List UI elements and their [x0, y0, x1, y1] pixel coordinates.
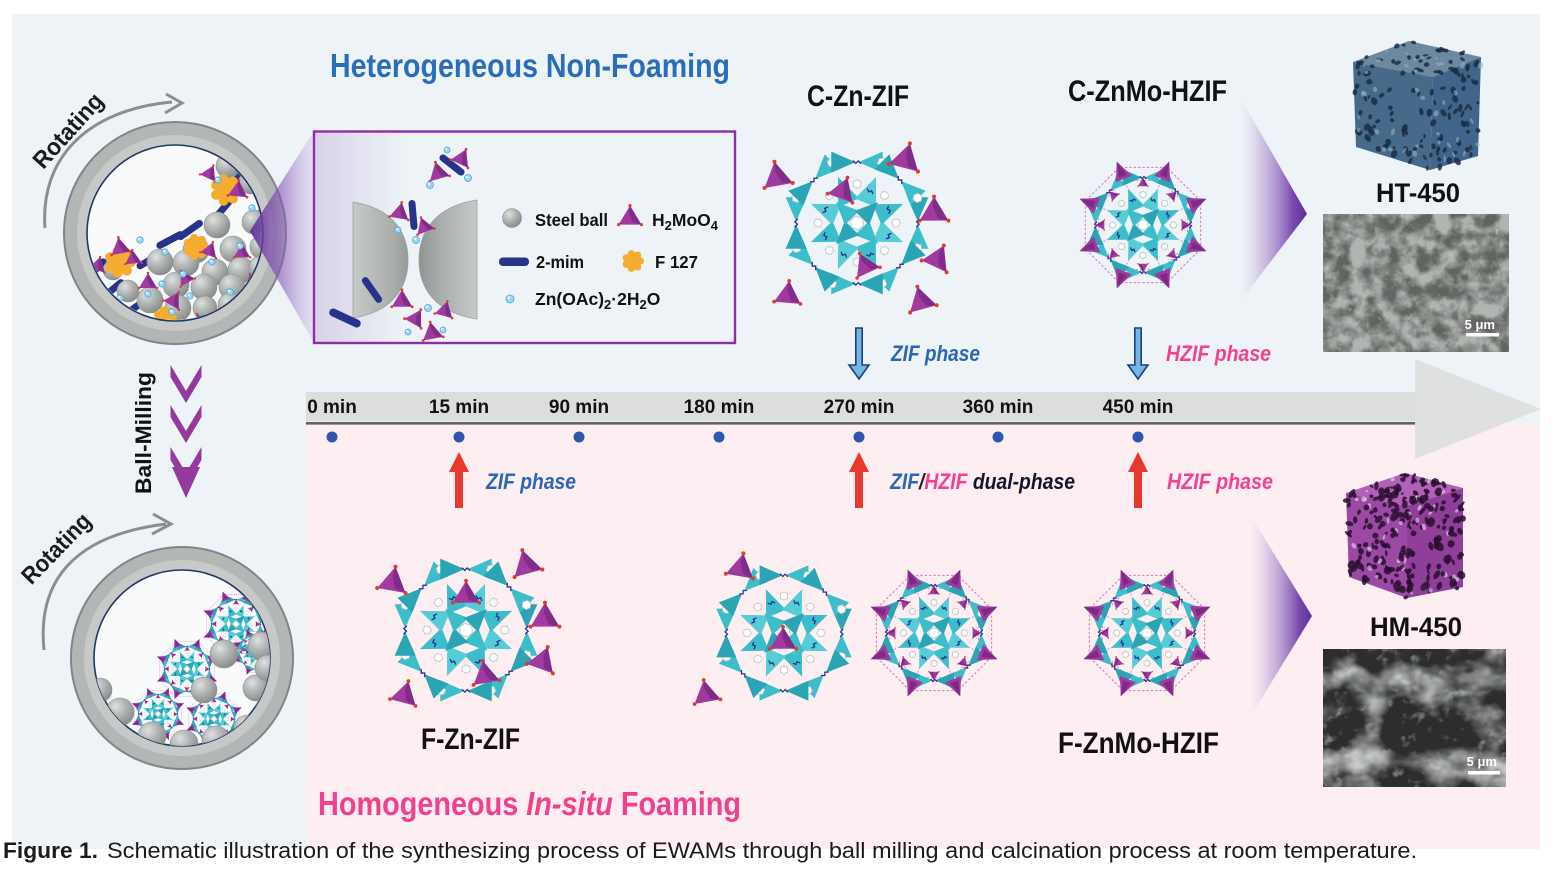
svg-text:F-Zn-ZIF: F-Zn-ZIF — [421, 723, 520, 756]
svg-text:C-Zn-ZIF: C-Zn-ZIF — [807, 80, 909, 113]
svg-text:180 min: 180 min — [684, 397, 755, 418]
svg-text:Zn(OAc)2·2H2O: Zn(OAc)2·2H2O — [535, 289, 660, 312]
svg-text:HZIF phase: HZIF phase — [1167, 469, 1273, 494]
svg-text:15 min: 15 min — [429, 397, 489, 418]
svg-text:450 min: 450 min — [1103, 397, 1174, 418]
svg-text:Schematic illustration of the: Schematic illustration of the synthesizi… — [107, 838, 1417, 863]
svg-text:Ball-Milling: Ball-Milling — [131, 372, 156, 494]
svg-text:Heterogeneous Non-Foaming: Heterogeneous Non-Foaming — [330, 47, 730, 84]
svg-text:C-ZnMo-HZIF: C-ZnMo-HZIF — [1068, 75, 1227, 108]
svg-text:90 min: 90 min — [549, 397, 609, 418]
svg-text:Steel ball: Steel ball — [535, 210, 608, 230]
svg-text:5 μm: 5 μm — [1467, 754, 1497, 769]
svg-text:ZIF/HZIF dual-phase: ZIF/HZIF dual-phase — [889, 469, 1075, 494]
svg-text:ZIF phase: ZIF phase — [890, 341, 980, 366]
svg-text:0 min: 0 min — [307, 397, 357, 418]
svg-text:ZIF phase: ZIF phase — [485, 469, 576, 494]
svg-text:H2MoO4: H2MoO4 — [652, 210, 719, 233]
svg-text:F-ZnMo-HZIF: F-ZnMo-HZIF — [1058, 727, 1219, 760]
svg-text:Homogeneous In-situ Foaming: Homogeneous In-situ Foaming — [318, 785, 741, 822]
svg-text:270 min: 270 min — [824, 397, 895, 418]
svg-text:F 127: F 127 — [655, 252, 698, 272]
svg-text:2-mim: 2-mim — [536, 252, 584, 272]
svg-text:HM-450: HM-450 — [1370, 612, 1462, 642]
svg-text:HZIF phase: HZIF phase — [1166, 341, 1271, 366]
svg-text:HT-450: HT-450 — [1376, 178, 1460, 208]
svg-text:Figure 1.: Figure 1. — [3, 838, 98, 863]
svg-text:5 μm: 5 μm — [1465, 317, 1495, 332]
svg-text:360 min: 360 min — [963, 397, 1034, 418]
